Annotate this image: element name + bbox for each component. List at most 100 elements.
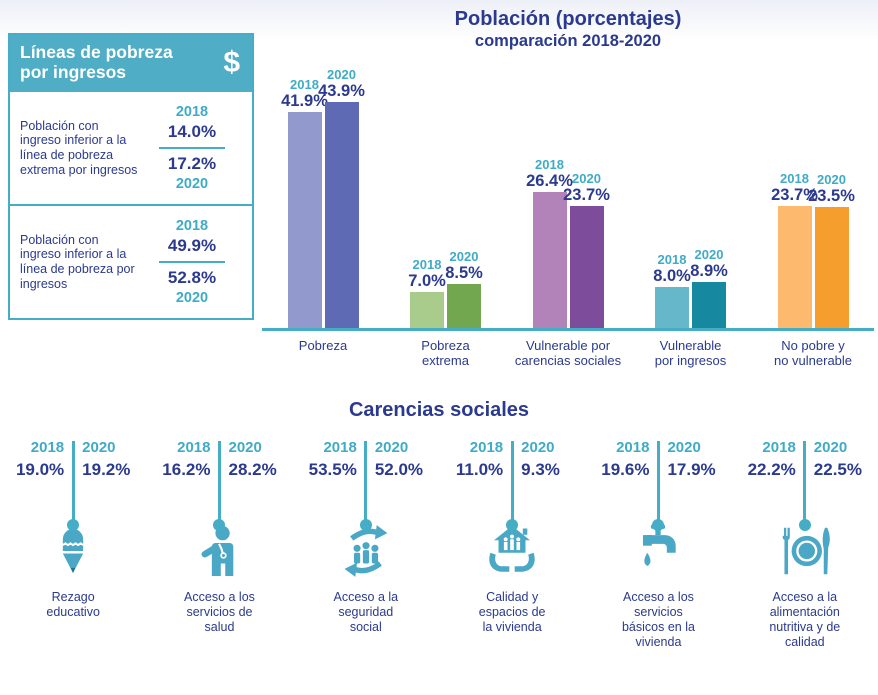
value-label-2020: 43.9% [318,81,365,100]
bar-column-2018: 2018 41.9% [281,77,328,328]
value-label-2020: 8.5% [445,264,483,283]
carencia-label: Calidad y espacios de la vivienda [478,590,546,634]
carencia-item-acceso-a-la-alimentaci-n-nutritiva-y-de-calidad: 2018 2020 22.2% 22.5% Acceso a la alimen… [732,439,878,650]
value-label-2018: 23.7% [771,185,818,204]
year-2020-label: 2020 [175,290,209,307]
year-2020-label: 2020 [572,170,601,186]
value-label-2018: 26.4% [526,172,573,191]
extreme-poverty-line-row: Población con ingreso inferior a la líne… [10,92,252,204]
bar-column-2018: 2018 26.4% [526,157,573,328]
value-2018: 53.5% [308,460,357,479]
chart-subtitle: comparación 2018-2020 [474,32,662,50]
year-2018-label: 2018 [177,439,211,456]
timeline-connector [67,441,80,531]
bar-2020-pobreza-extrema [447,284,481,328]
year-2020-label: 2020 [694,247,724,263]
row-label: Población con ingreso inferior a la líne… [20,118,138,177]
category-label-no-pobre-y-no-vulnerable: No pobre y no vulnerable [773,338,853,369]
bar-2020-vulnerable-por-carencias-sociales [569,205,604,328]
population-chart: Población (porcentajes) comparación 2018… [262,8,874,369]
bar-column-2020: 2020 8.9% [690,247,728,328]
chart-title: Población (porcentajes) [454,8,682,30]
value-label-2020: 8.9% [690,262,728,281]
carencia-item-calidad-y-espacios-de-la-vivienda: 2018 2020 11.0% 9.3% Calidad y espacios … [439,439,585,650]
year-headers: 2018 2020 [146,439,292,456]
year-2018-label: 2018 [30,439,65,456]
year-headers: 2018 2020 [293,439,439,456]
bar-column-2020: 2020 43.9% [318,66,365,328]
value-label-2018: 41.9% [281,92,328,111]
carencias-section: Carencias sociales 2018 2020 19.0% 19.2%… [0,399,878,650]
year-2020-label: 2020 [327,66,356,82]
bar-column-2018: 2018 23.7% [771,171,818,328]
carencia-icon-slot [194,522,244,580]
income-poverty-line-row: Población con ingreso inferior a la líne… [10,204,252,318]
poverty-lines-box: Líneas de pobreza por ingresos $ Poblaci… [8,33,254,321]
year-headers: 2018 2020 [439,439,585,456]
row-values: 2018 49.9% 52.8% 2020 [140,218,244,306]
carencias-title: Carencias sociales [348,399,530,421]
bar-column-2018: 2018 8.0% [653,252,691,328]
year-2020-label: 2020 [228,439,262,456]
value-2020: 17.2% [167,154,217,174]
bar-2020-no-pobre-y-no-vulnerable [814,206,849,328]
year-2020-label: 2020 [374,439,409,456]
basic-services-icon [643,524,677,567]
divider [159,147,225,150]
value-2018: 16.2% [162,460,211,479]
year-2018-label: 2018 [469,439,504,456]
divider [159,261,225,264]
category-labels-row: Pobreza Pobreza extrema Vulnerable por car… [262,331,874,369]
health-icon [201,526,234,576]
timeline-connector [213,441,226,531]
value-2020: 17.9% [667,460,716,479]
timeline-connector [359,441,372,531]
value-2018: 14.0% [167,122,217,142]
year-2018-label: 2018 [616,439,650,456]
year-2020-label: 2020 [813,439,848,456]
carencia-item-acceso-a-los-servicios-de-salud: 2018 2020 16.2% 28.2% Acceso a los servi… [146,439,292,650]
carencia-label: Acceso a los servicios básicos en la viv… [621,590,695,649]
year-2018-label: 2018 [412,256,442,272]
carencia-icon-slot [51,522,95,580]
carencia-label: Acceso a la seguridad social [333,590,399,634]
year-headers: 2018 2020 [732,439,878,456]
bar-column-2018: 2018 7.0% [408,256,446,328]
year-values: 19.6% 17.9% [585,460,731,480]
value-label-2020: 23.7% [563,185,610,204]
year-2020-label: 2020 [817,171,846,187]
year-2018-label: 2018 [175,218,209,235]
bar-column-2020: 2020 23.7% [563,170,610,328]
bar-2018-pobreza [287,112,322,328]
value-label-2018: 8.0% [653,266,691,285]
year-2020-label: 2020 [82,439,116,456]
bar-group-vulnerable-por-ingresos: 2018 8.0% 2020 8.9% [632,247,750,328]
bar-2020-vulnerable-por-ingresos [692,282,726,328]
year-2018-label: 2018 [762,439,796,456]
pencil-icon [62,529,84,573]
bar-column-2020: 2020 23.5% [808,171,855,328]
timeline-connector [652,441,665,531]
bar-group-no-pobre-y-no-vulnerable: 2018 23.7% 2020 23.5% [754,171,872,328]
carencia-label: Acceso a los servicios de salud [184,590,255,634]
category-label-pobreza: Pobreza [298,338,348,353]
value-2018: 11.0% [455,460,504,479]
value-2020: 28.2% [228,460,277,479]
value-2020: 9.3% [521,460,560,479]
bar-group-pobreza-extrema: 2018 7.0% 2020 8.5% [387,249,505,328]
carencia-icon-slot [341,522,391,580]
bar-column-2020: 2020 8.5% [445,249,483,328]
category-label-pobreza-extrema: Pobreza extrema [421,338,470,369]
carencia-icon-slot [485,522,539,580]
carencia-label: Rezago educativo [46,590,100,619]
poverty-lines-header: Líneas de pobreza por ingresos $ [10,35,252,93]
value-2020: 19.2% [82,460,131,479]
value-label-2020: 23.5% [808,186,855,205]
year-2020-label: 2020 [449,249,479,265]
year-headers: 2018 2020 [585,439,731,456]
bar-2018-pobreza-extrema [410,291,444,328]
housing-quality-icon [489,525,535,572]
timeline-connector [798,441,811,531]
year-2018-label: 2018 [290,77,319,93]
